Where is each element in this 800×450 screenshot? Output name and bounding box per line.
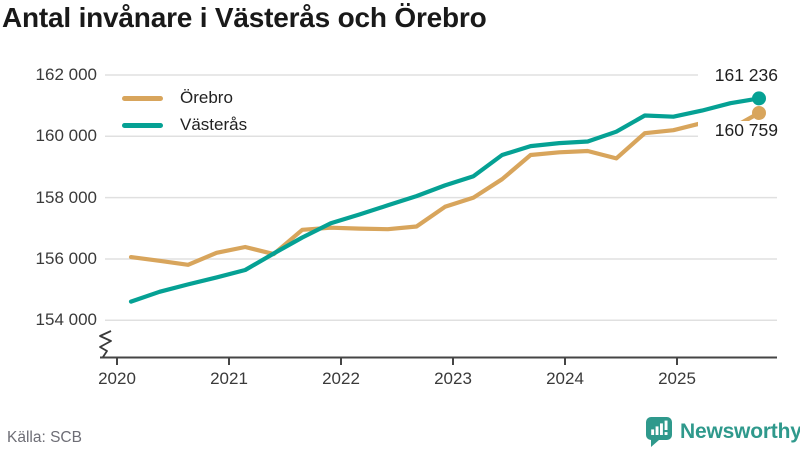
legend-item-vasteras[interactable]: Västerås <box>122 116 247 134</box>
x-tick-label-2020: 2020 <box>98 369 136 388</box>
x-tick-label-2021: 2021 <box>210 369 248 388</box>
legend-item-orebro[interactable]: Örebro <box>122 89 247 107</box>
legend: Örebro Västerås <box>122 89 247 143</box>
x-tick-label-2024: 2024 <box>546 369 584 388</box>
y-tick-label: 156 000 <box>35 249 97 268</box>
end-value-label-vasteras: 161 236 <box>698 66 778 84</box>
end-dot-orebro <box>752 106 766 120</box>
legend-label-vasteras: Västerås <box>180 115 248 134</box>
newsworthy-logo[interactable]: Newsworthy <box>645 416 800 447</box>
x-tick-label-2023: 2023 <box>434 369 472 388</box>
legend-label-orebro: Örebro <box>180 88 233 107</box>
newsworthy-wordmark: Newsworthy <box>680 419 800 443</box>
end-value-label-orebro: 160 759 <box>698 121 778 139</box>
line-vasteras <box>128 96 762 304</box>
x-tick-label-2022: 2022 <box>322 369 360 388</box>
data-series <box>128 91 766 304</box>
end-dot-vasteras <box>752 91 766 106</box>
axis-break-icon <box>99 330 112 358</box>
source-note: Källa: SCB <box>7 429 82 446</box>
legend-swatch-vasteras <box>122 122 163 128</box>
chart-title: Antal invånare i Västerås och Örebro <box>2 2 487 33</box>
x-axis-ticks <box>116 358 678 365</box>
y-tick-label: 162 000 <box>35 65 97 84</box>
y-tick-label: 160 000 <box>35 126 97 145</box>
x-tick-label-2025: 2025 <box>658 369 696 388</box>
line-orebro <box>128 110 762 267</box>
y-tick-label: 158 000 <box>35 188 97 207</box>
gridlines <box>105 74 777 322</box>
legend-swatch-orebro <box>122 95 163 101</box>
y-tick-label: 154 000 <box>35 310 97 329</box>
bar-chart-bubble-icon <box>646 417 672 447</box>
